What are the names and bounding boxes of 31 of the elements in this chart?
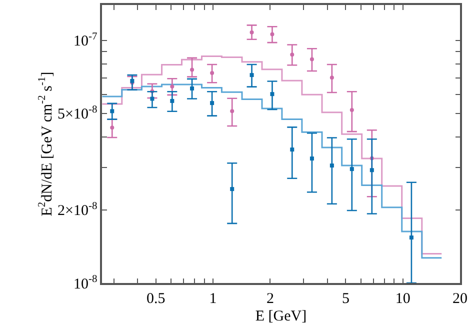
point: [230, 109, 234, 114]
x-tick-label: 2: [266, 290, 274, 307]
y-tick-label: 2×10$^{-8}$: [58, 200, 98, 220]
point: [190, 86, 194, 90]
point: [330, 164, 334, 168]
point: [150, 96, 154, 101]
point: [290, 148, 294, 152]
point: [250, 73, 254, 78]
point: [310, 156, 314, 161]
x-axis-title: E [GeV]: [255, 308, 307, 324]
x-tick-label: 5: [342, 290, 350, 307]
point: [270, 92, 274, 96]
x-tick-label: 1: [209, 290, 217, 307]
y-tick-label: 5×10$^{-8}$: [58, 104, 98, 123]
point: [290, 52, 294, 57]
y-tick-label: 10$^{-7}$: [74, 31, 98, 50]
point: [330, 76, 334, 80]
x-tick-label: 20: [452, 290, 468, 307]
point: [210, 101, 214, 106]
point: [230, 187, 234, 192]
x-tick-label: 10: [395, 290, 410, 307]
point: [110, 126, 114, 130]
point: [310, 57, 314, 62]
point: [370, 168, 374, 172]
y-tick-label: 10$^{-8}$: [74, 274, 98, 292]
point: [190, 68, 194, 72]
point: [210, 71, 214, 76]
point: [350, 108, 354, 112]
x-tick-label: 0.5: [146, 290, 166, 307]
point: [170, 98, 174, 103]
point: [350, 167, 354, 172]
